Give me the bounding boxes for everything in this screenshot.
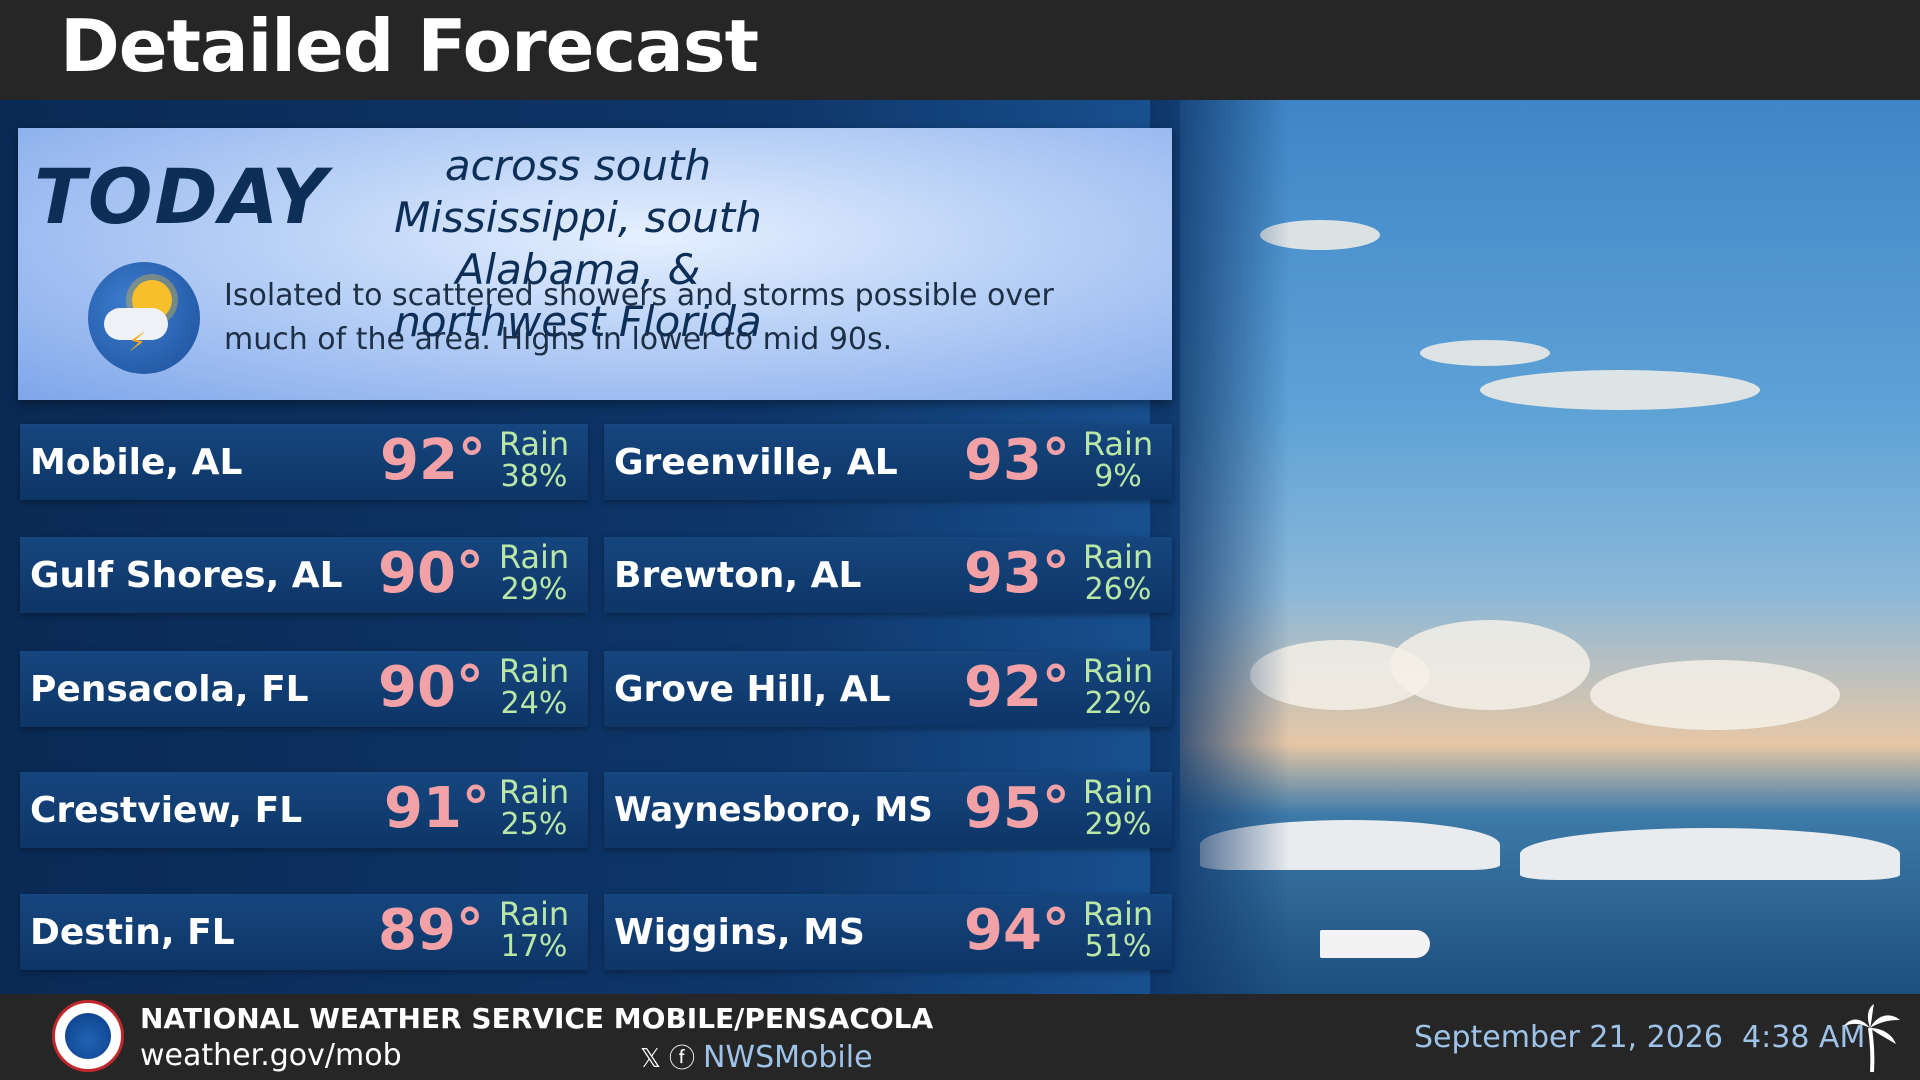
city-name: Wiggins, MS <box>614 912 865 953</box>
rain-label: Rain <box>498 538 570 576</box>
office-name: NATIONAL WEATHER SERVICE MOBILE/PENSACOL… <box>140 1002 934 1035</box>
website-link[interactable]: weather.gov/mob <box>140 1038 402 1073</box>
city-name: Pensacola, FL <box>30 669 309 710</box>
page-title: Detailed Forecast <box>60 4 759 88</box>
rain-chance: 17% <box>500 929 568 964</box>
forecast-row: Destin, FL 89° Rain 17% <box>20 894 588 970</box>
rain-label: Rain <box>498 895 570 933</box>
cloud-icon <box>104 308 168 340</box>
sand-island <box>1520 828 1900 880</box>
high-temp: 95° <box>964 776 1070 841</box>
rain-chance: 38% <box>500 459 568 494</box>
forecast-row: Grove Hill, AL 92° Rain 22% <box>604 651 1172 727</box>
today-label: TODAY <box>34 152 329 241</box>
city-name: Brewton, AL <box>614 555 862 596</box>
forecast-row: Mobile, AL 92° Rain 38% <box>20 424 588 500</box>
rain-chance: 24% <box>500 686 568 721</box>
rain-label: Rain <box>1082 895 1154 933</box>
palm-tree-icon <box>1844 1004 1900 1073</box>
rain-label: Rain <box>1082 425 1154 463</box>
today-panel: TODAY across south Mississippi, south Al… <box>18 128 1172 400</box>
sun-cloud-storm-icon: ⚡ <box>88 262 200 374</box>
forecast-row: Crestview, FL 91° Rain 25% <box>20 772 588 848</box>
city-name: Greenville, AL <box>614 442 898 483</box>
forecast-row: Greenville, AL 93° Rain 9% <box>604 424 1172 500</box>
forecast-row: Gulf Shores, AL 90° Rain 29% <box>20 537 588 613</box>
city-name: Mobile, AL <box>30 442 243 483</box>
high-temp: 94° <box>964 898 1070 963</box>
lightning-icon: ⚡ <box>128 328 147 358</box>
rain-chance: 29% <box>500 572 568 607</box>
rain-chance: 22% <box>1084 686 1152 721</box>
issued-date: September 21, 2026 <box>1414 1020 1723 1055</box>
city-name: Gulf Shores, AL <box>30 555 343 596</box>
city-name: Crestview, FL <box>30 790 303 831</box>
rain-label: Rain <box>498 652 570 690</box>
region-text: across south Mississippi, south Alabama,… <box>394 141 762 346</box>
forecast-row: Waynesboro, MS 95° Rain 29% <box>604 772 1172 848</box>
rain-chance: 29% <box>1084 807 1152 842</box>
x-icon[interactable]: 𝕏 <box>640 1044 661 1074</box>
rain-label: Rain <box>1082 652 1154 690</box>
forecast-row: Wiggins, MS 94° Rain 51% <box>604 894 1172 970</box>
high-temp: 90° <box>378 655 484 720</box>
facebook-icon[interactable]: ⓕ <box>668 1044 695 1074</box>
rain-label: Rain <box>498 773 570 811</box>
high-temp: 92° <box>380 428 486 493</box>
nws-logo-icon <box>52 1000 124 1072</box>
rain-chance: 25% <box>500 807 568 842</box>
high-temp: 92° <box>964 655 1070 720</box>
rain-chance: 26% <box>1084 572 1152 607</box>
footer-bar: NATIONAL WEATHER SERVICE MOBILE/PENSACOL… <box>0 994 1920 1080</box>
issued-datetime: September 21, 2026 4:38 AM <box>1414 1020 1865 1055</box>
cloud-shape <box>1390 620 1590 710</box>
high-temp: 93° <box>964 428 1070 493</box>
cloud-shape <box>1420 340 1550 366</box>
beach-sky-photo <box>1180 100 1920 994</box>
rain-label: Rain <box>1082 538 1154 576</box>
high-temp: 90° <box>378 541 484 606</box>
cloud-shape <box>1480 370 1760 410</box>
forecast-row: Brewton, AL 93° Rain 26% <box>604 537 1172 613</box>
high-temp: 93° <box>964 541 1070 606</box>
high-temp: 91° <box>384 776 490 841</box>
rain-label: Rain <box>1082 773 1154 811</box>
forecast-description: Isolated to scattered showers and storms… <box>224 278 1054 357</box>
city-name: Destin, FL <box>30 912 235 953</box>
cloud-shape <box>1590 660 1840 730</box>
city-name: Waynesboro, MS <box>614 790 933 830</box>
forecast-row: Pensacola, FL 90° Rain 24% <box>20 651 588 727</box>
header-bar: Detailed Forecast <box>0 0 1920 100</box>
rain-label: Rain <box>498 425 570 463</box>
city-name: Grove Hill, AL <box>614 669 891 710</box>
photo-fade <box>1150 100 1290 994</box>
high-temp: 89° <box>378 898 484 963</box>
rain-chance: 51% <box>1084 929 1152 964</box>
rain-chance: 9% <box>1094 459 1142 494</box>
boat-shape <box>1320 930 1430 958</box>
issued-time: 4:38 AM <box>1742 1020 1866 1055</box>
social-handle: NWSMobile <box>702 1040 873 1075</box>
nws-emblem <box>65 1013 111 1059</box>
